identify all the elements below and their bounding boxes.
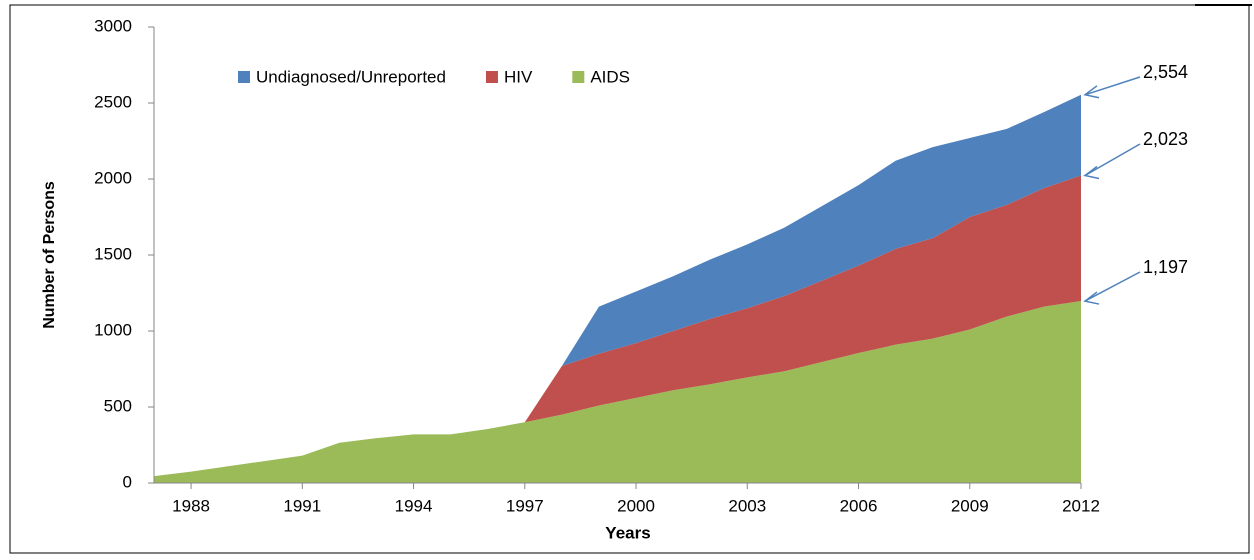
x-tick-label: 2000 — [617, 496, 655, 515]
legend-swatch — [572, 71, 585, 83]
legend-swatch — [485, 71, 498, 83]
y-tick-label: 1500 — [94, 244, 132, 263]
chart-frame — [9, 4, 1250, 554]
annotation-arrow — [1084, 143, 1141, 177]
x-tick-label: 1997 — [506, 496, 544, 515]
y-tick-label: 1000 — [94, 320, 132, 339]
annotation-arrow — [1084, 271, 1141, 302]
arrow-head — [1083, 165, 1100, 180]
legend-label: AIDS — [590, 67, 630, 86]
x-tick-label: 1991 — [283, 496, 321, 515]
arrow-head — [1083, 291, 1100, 305]
y-tick-label: 2500 — [94, 92, 132, 111]
area — [154, 301, 1081, 483]
legend-label: HIV — [504, 67, 533, 86]
annotation: 2,023 — [1143, 129, 1188, 149]
annotation-arrow — [1084, 76, 1141, 96]
x-tick-label: 2009 — [951, 496, 989, 515]
x-tick-label: 1988 — [172, 496, 210, 515]
annotation: 2,554 — [1143, 62, 1188, 82]
area — [561, 94, 1081, 366]
arrow-head — [1083, 85, 1100, 99]
x-tick-label: 1994 — [395, 496, 433, 515]
annotation: 1,197 — [1143, 257, 1188, 277]
x-tick-label: 2003 — [728, 496, 766, 515]
y-tick-label: 2000 — [94, 168, 132, 187]
y-tick-label: 3000 — [94, 16, 132, 35]
area — [524, 175, 1081, 423]
y-tick-label: 0 — [123, 472, 132, 491]
legend-swatch — [238, 71, 250, 83]
y-tick-label: 500 — [104, 396, 132, 415]
x-axis-title: Years — [605, 523, 650, 542]
y-axis-title: Number of Persons — [41, 181, 58, 329]
legend-label: Undiagnosed/Unreported — [256, 67, 446, 86]
x-tick-label: 2012 — [1062, 496, 1100, 515]
x-tick-label: 2006 — [840, 496, 878, 515]
